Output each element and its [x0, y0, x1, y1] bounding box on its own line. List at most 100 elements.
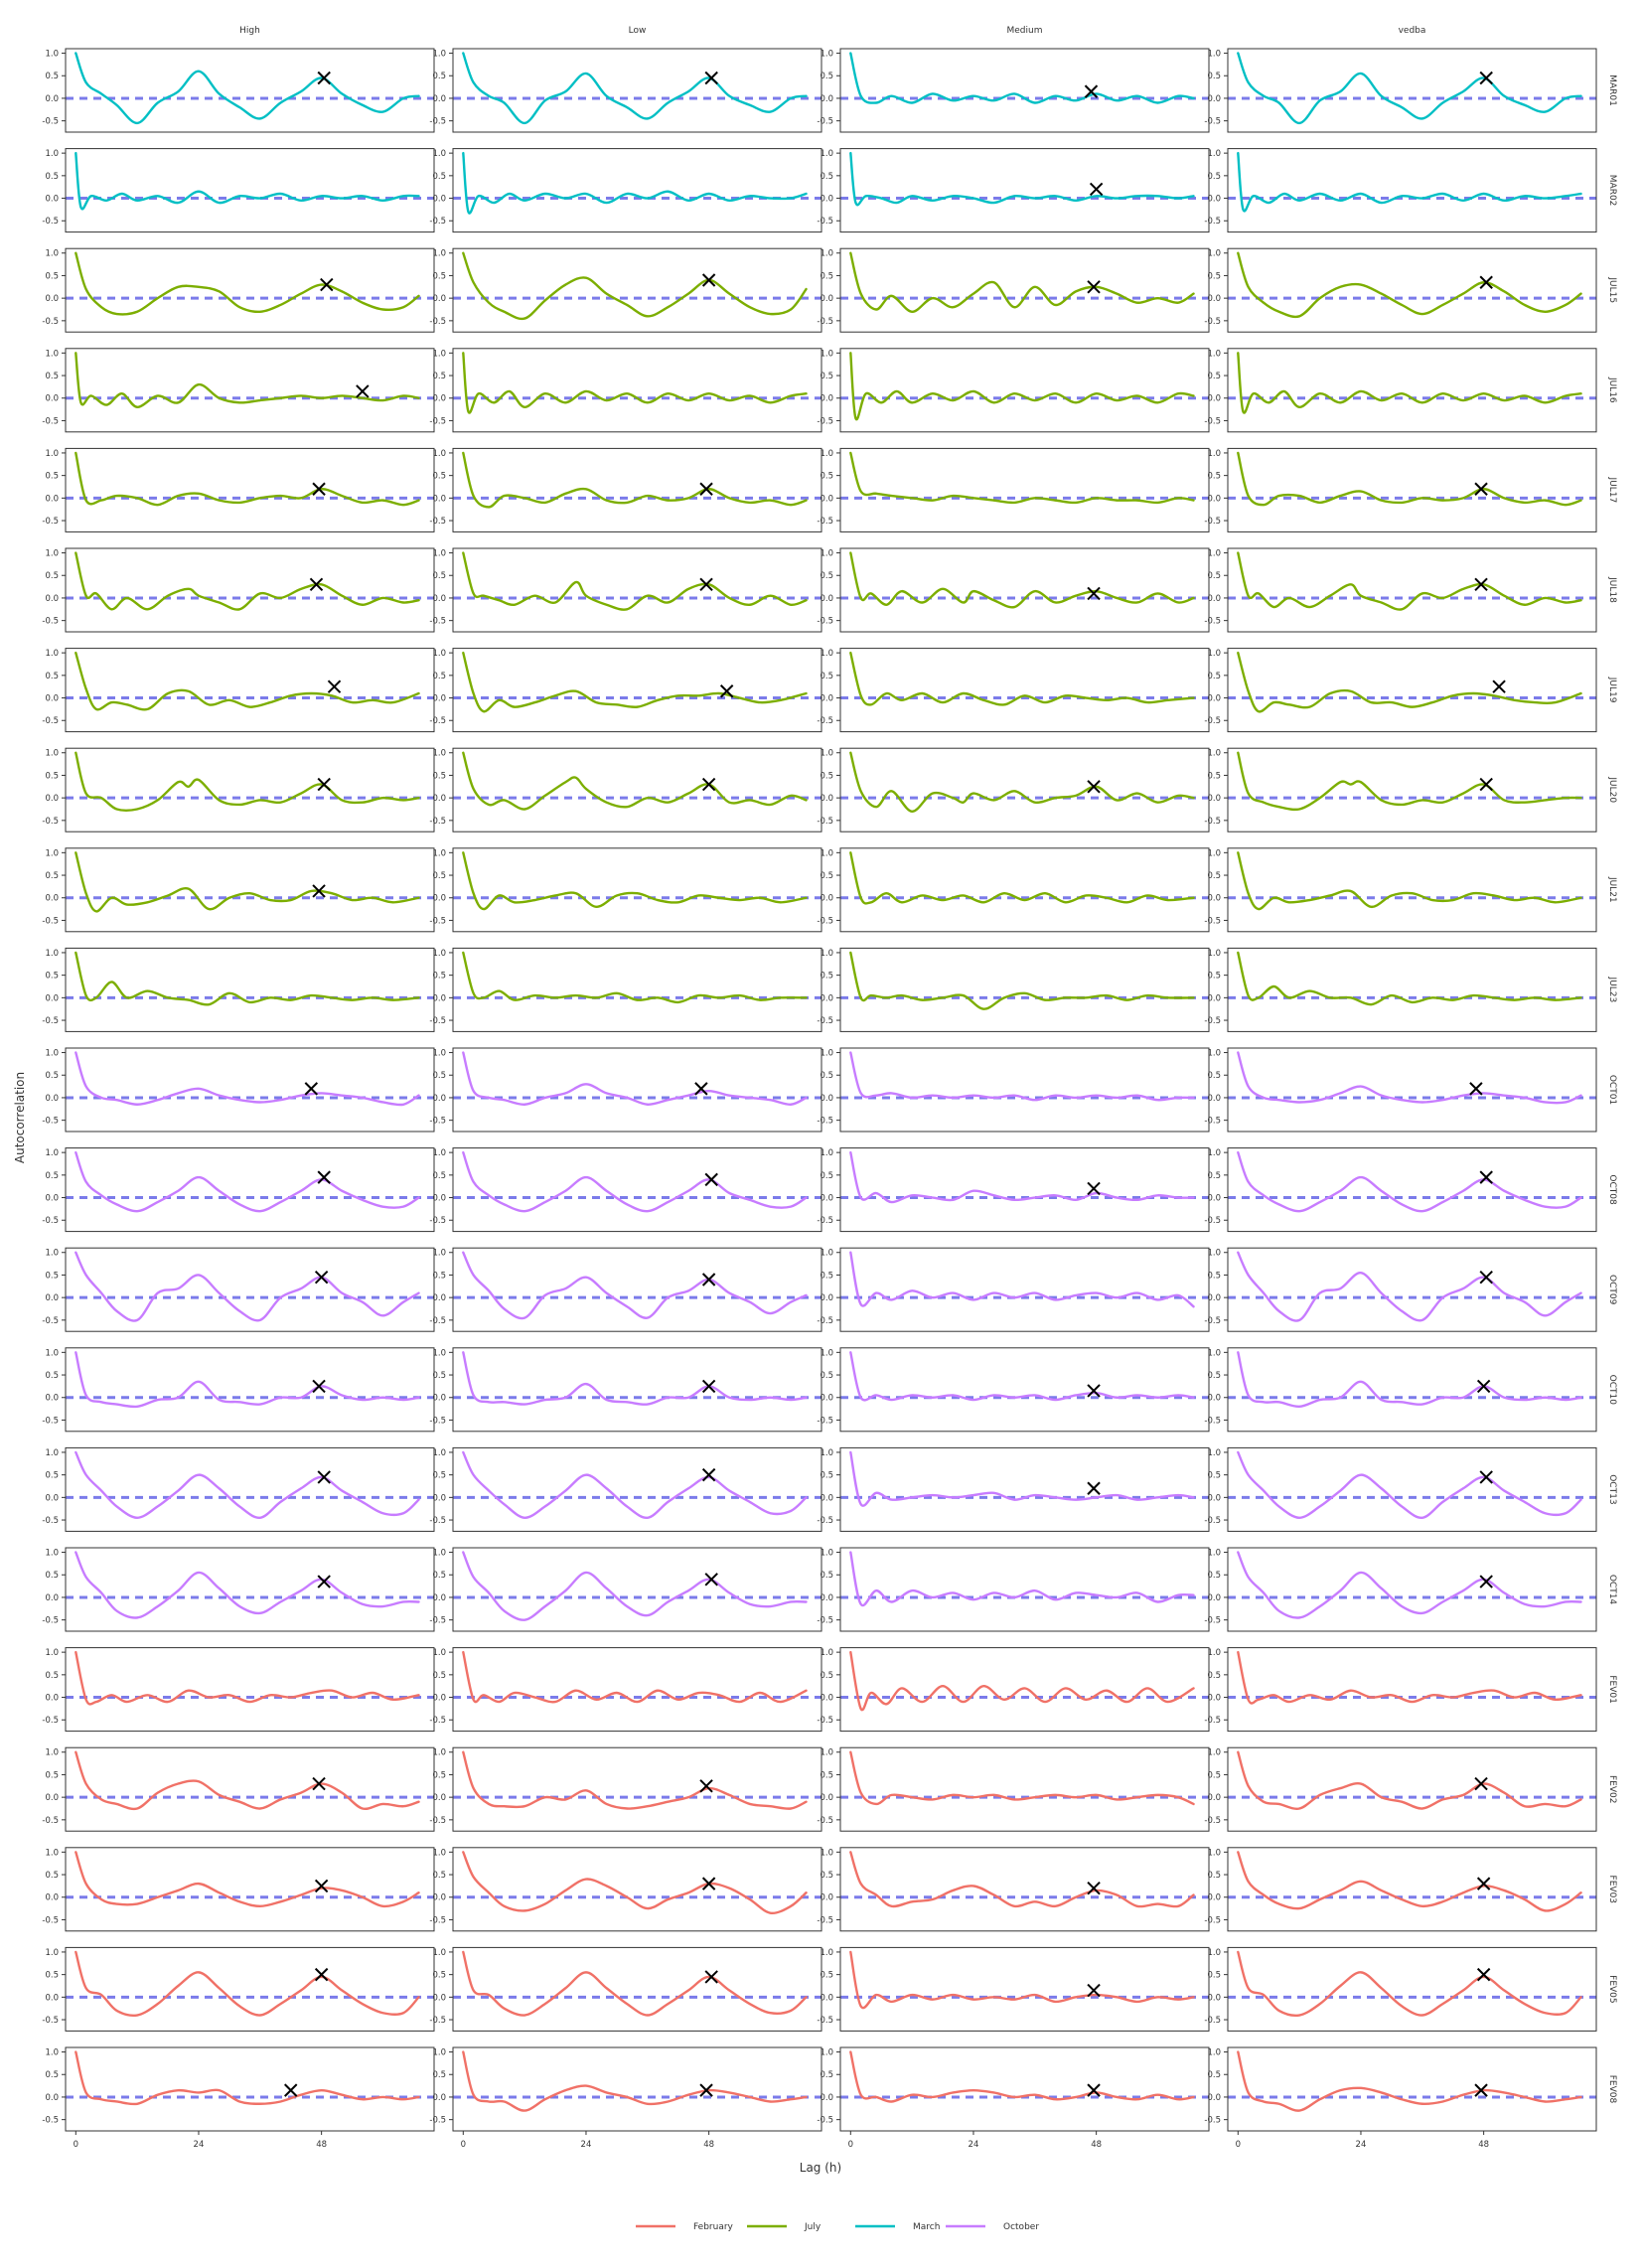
column-strip-labels: High Low Medium vedba — [239, 26, 1425, 36]
y-tick-label: -0.5 — [429, 1915, 446, 1925]
panel-jul16-low: 1.0 0.5 0.0 -0.5 — [429, 348, 822, 433]
panel-border — [1227, 148, 1597, 233]
panel-jul17-high: 1.0 0.5 0.0 -0.5 — [42, 447, 435, 532]
x-tick-label: 24 — [969, 2140, 979, 2150]
y-tick-label: 1.0 — [820, 349, 833, 359]
y-tick-label: -0.5 — [817, 1216, 833, 1226]
y-tick-label: -0.5 — [817, 1816, 833, 1826]
panel-oct08-high: 1.0 0.5 0.0 -0.5 — [42, 1147, 435, 1233]
y-tick-label: 0.0 — [432, 1993, 446, 2003]
series-line-july — [849, 951, 1195, 1010]
y-tick-label: 0.0 — [820, 1993, 833, 2003]
y-tick-label: 0.5 — [820, 271, 833, 281]
y-tick-label: 0.5 — [45, 1571, 59, 1581]
panel-border — [452, 1746, 822, 1832]
panel-fev05-low: 1.0 0.5 0.0 -0.5 — [429, 1946, 822, 2032]
y-tick-label: 0.0 — [1207, 1593, 1221, 1603]
y-tick-label: 0.5 — [1207, 1571, 1221, 1581]
y-tick-label: -0.5 — [429, 217, 446, 227]
panel-border — [452, 148, 822, 233]
peak-marker — [317, 777, 331, 792]
y-tick-label: 0.0 — [45, 294, 59, 304]
y-tick-label: 1.0 — [820, 1249, 833, 1259]
series-line-october — [462, 1450, 808, 1519]
y-tick-label: -0.5 — [1204, 1316, 1221, 1326]
facet-row-oct09: 1.00.50.0-0.51.00.50.0-0.51.00.50.0-0.51… — [42, 1247, 1617, 1332]
series-line-july — [1237, 951, 1582, 1006]
series-line-october — [849, 1251, 1195, 1308]
y-tick-label: 0.5 — [432, 1671, 446, 1681]
panel-oct13-medium: 1.0 0.5 0.0 -0.5 — [817, 1446, 1210, 1532]
series-line-july — [75, 451, 420, 507]
panel-fev01-medium: 1.0 0.5 0.0 -0.5 — [817, 1647, 1210, 1733]
panel-jul20-low: 1.0 0.5 0.0 -0.5 — [429, 747, 822, 832]
panel-border — [1227, 1547, 1597, 1632]
y-tick-label: 0.0 — [432, 993, 446, 1003]
y-tick-label: 0.5 — [432, 1471, 446, 1481]
y-tick-label: 0.5 — [1207, 472, 1221, 482]
panel-oct08-medium: 1.0 0.5 0.0 -0.5 — [817, 1147, 1210, 1233]
y-tick-label: 1.0 — [1207, 1848, 1221, 1858]
y-tick-label: 1.0 — [1207, 1948, 1221, 1958]
y-tick-label: 0.0 — [45, 993, 59, 1003]
panel-jul23-vedba: 1.0 0.5 0.0 -0.5 — [1204, 947, 1597, 1032]
y-tick-label: 0.5 — [1207, 72, 1221, 81]
panel-border — [839, 1047, 1210, 1133]
panel-fev03-low: 1.0 0.5 0.0 -0.5 — [429, 1847, 822, 1932]
peak-marker — [701, 273, 716, 287]
panel-border — [1227, 1047, 1597, 1133]
facet-row-fev01: 1.00.50.0-0.51.00.50.0-0.51.00.50.0-0.51… — [42, 1647, 1617, 1733]
series-line-october — [462, 1251, 808, 1320]
panel-oct10-medium: 1.0 0.5 0.0 -0.5 — [817, 1347, 1210, 1433]
y-tick-label: -0.5 — [42, 1117, 59, 1127]
row-label-jul15: JUL15 — [1607, 276, 1617, 303]
panel-oct01-high: 1.0 0.5 0.0 -0.5 — [42, 1047, 435, 1133]
y-tick-label: -0.5 — [1204, 1915, 1221, 1925]
x-axis-ticks: 0 24 48 0 24 48 0 24 48 0 24 48 — [74, 2131, 1489, 2150]
y-tick-label: 0.0 — [820, 394, 833, 404]
panel-fev01-vedba: 1.0 0.5 0.0 -0.5 — [1204, 1647, 1597, 1733]
y-tick-label: 0.0 — [820, 1893, 833, 1903]
series-line-october — [462, 1351, 808, 1406]
column-label-low: Low — [629, 26, 647, 36]
panel-border — [452, 447, 822, 532]
y-tick-label: 1.0 — [432, 149, 446, 159]
series-line-october — [75, 1150, 420, 1213]
series-line-july — [462, 451, 808, 509]
series-line-july — [75, 551, 420, 611]
peak-marker — [1087, 2083, 1101, 2097]
peak-marker — [1479, 275, 1493, 289]
y-tick-label: 0.0 — [45, 1993, 59, 2003]
legend-label: July — [804, 2222, 821, 2232]
y-tick-label: 0.5 — [820, 672, 833, 681]
row-label-oct09: OCT09 — [1607, 1275, 1617, 1305]
series-line-march — [75, 151, 420, 211]
panel-border — [65, 247, 435, 333]
y-tick-label: 0.0 — [432, 1293, 446, 1303]
column-label-vedba: vedba — [1399, 26, 1426, 36]
panel-oct09-low: 1.0 0.5 0.0 -0.5 — [429, 1247, 822, 1332]
x-tick-label: 24 — [581, 2140, 592, 2150]
y-tick-label: 0.5 — [1207, 1171, 1221, 1181]
y-tick-label: -0.5 — [42, 1316, 59, 1326]
y-tick-label: 1.0 — [820, 1348, 833, 1358]
y-tick-label: 0.0 — [45, 1094, 59, 1104]
y-tick-label: 0.5 — [820, 1471, 833, 1481]
y-tick-label: -0.5 — [817, 416, 833, 426]
series-line-july — [849, 851, 1195, 905]
y-tick-label: 0.0 — [1207, 894, 1221, 904]
y-tick-label: 0.0 — [45, 1394, 59, 1404]
y-tick-label: 0.0 — [820, 794, 833, 804]
panel-border — [452, 247, 822, 333]
peak-marker — [699, 1779, 713, 1793]
peak-marker — [1479, 1575, 1493, 1588]
panel-jul15-low: 1.0 0.5 0.0 -0.5 — [429, 247, 822, 333]
y-tick-label: 0.0 — [45, 2093, 59, 2103]
peak-marker — [312, 482, 326, 496]
panel-border — [1227, 2046, 1597, 2132]
peak-marker — [701, 1467, 716, 1482]
y-tick-label: -0.5 — [1204, 2116, 1221, 2126]
panel-border — [1227, 1847, 1597, 1932]
panel-oct01-low: 1.0 0.5 0.0 -0.5 — [429, 1047, 822, 1133]
y-tick-label: 0.0 — [45, 494, 59, 504]
